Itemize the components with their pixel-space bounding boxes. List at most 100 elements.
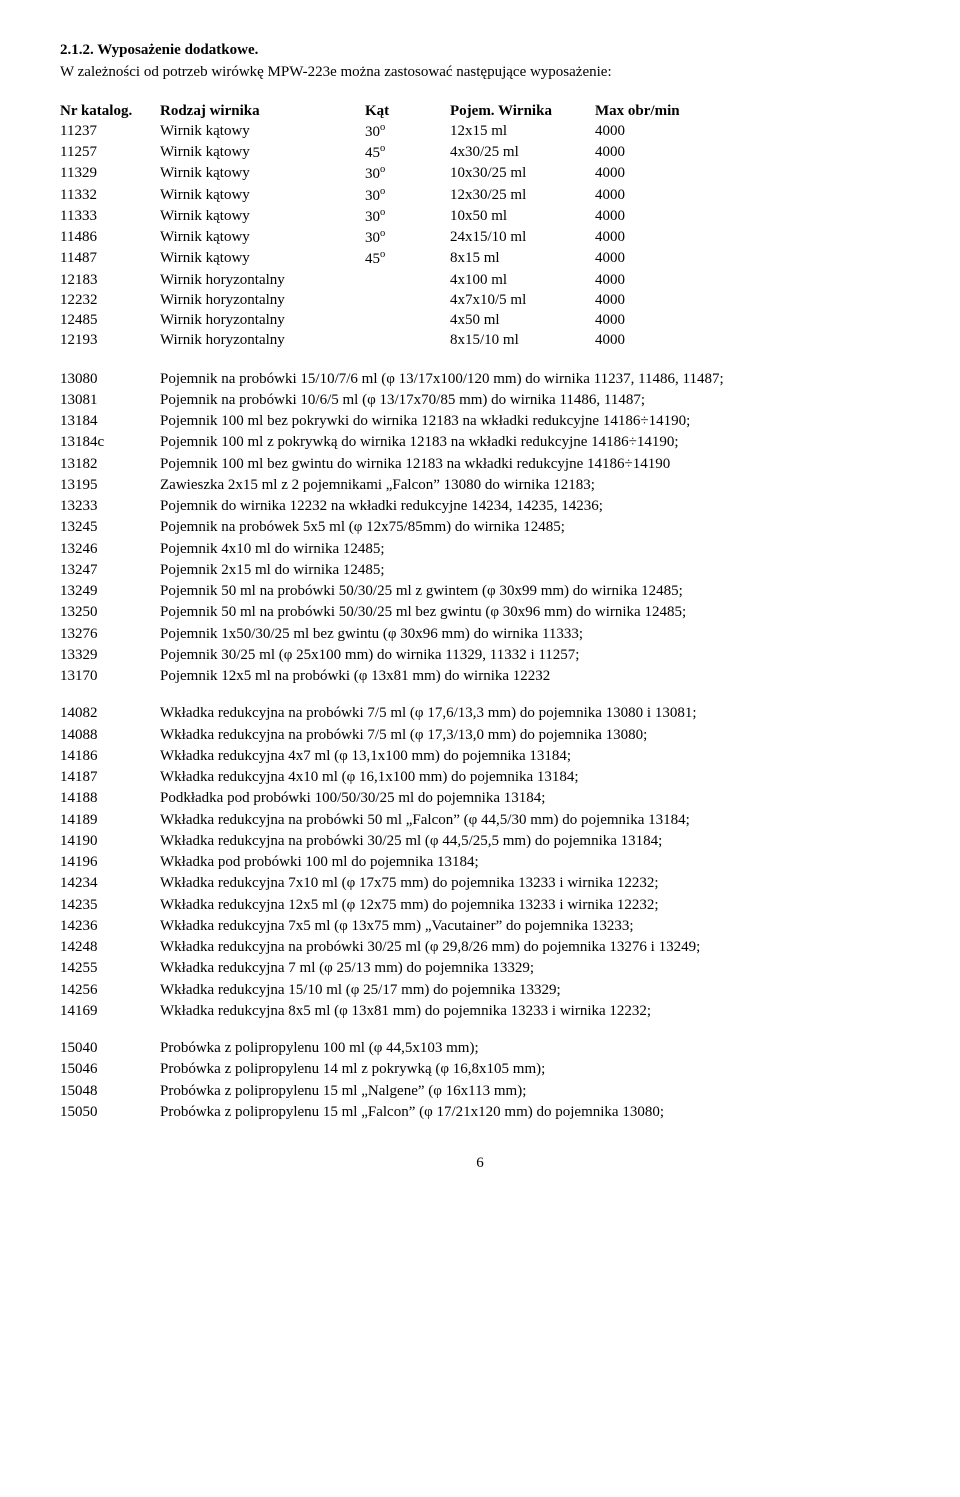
accessory-row: 13170Pojemnik 12x5 ml na probówki (φ 13x… bbox=[60, 666, 900, 687]
hdr-kat: Kąt bbox=[365, 101, 450, 121]
cell-rodzaj: Wirnik kątowy bbox=[160, 185, 365, 206]
cell-nr: 12193 bbox=[60, 330, 160, 350]
cell-max: 4000 bbox=[595, 330, 705, 350]
cell-max: 4000 bbox=[595, 163, 705, 184]
accessory-row: 14190Wkładka redukcyjna na probówki 30/2… bbox=[60, 831, 900, 852]
accessory-row: 13081Pojemnik na probówki 10/6/5 ml (φ 1… bbox=[60, 390, 900, 411]
hdr-rodzaj: Rodzaj wirnika bbox=[160, 101, 365, 121]
accessory-desc: Wkładka redukcyjna 7x10 ml (φ 17x75 mm) … bbox=[160, 873, 900, 894]
accessory-nr: 13245 bbox=[60, 517, 160, 538]
accessory-nr: 14256 bbox=[60, 980, 160, 1001]
cell-kat: 30o bbox=[365, 227, 450, 248]
accessory-desc: Pojemnik na probówki 15/10/7/6 ml (φ 13/… bbox=[160, 369, 900, 390]
accessory-nr: 13081 bbox=[60, 390, 160, 411]
accessory-desc: Pojemnik 2x15 ml do wirnika 12485; bbox=[160, 560, 900, 581]
accessory-nr: 15050 bbox=[60, 1102, 160, 1123]
cell-pojem: 8x15 ml bbox=[450, 248, 595, 269]
cell-kat bbox=[365, 290, 450, 310]
accessory-row: 13233Pojemnik do wirnika 12232 na wkładk… bbox=[60, 496, 900, 517]
accessory-desc: Podkładka pod probówki 100/50/30/25 ml d… bbox=[160, 788, 900, 809]
cell-rodzaj: Wirnik kątowy bbox=[160, 206, 365, 227]
accessory-nr: 13182 bbox=[60, 454, 160, 475]
accessory-nr: 13247 bbox=[60, 560, 160, 581]
accessory-desc: Probówka z polipropylenu 14 ml z pokrywk… bbox=[160, 1059, 900, 1080]
rotor-table-row: 11487Wirnik kątowy45o8x15 ml4000 bbox=[60, 248, 705, 269]
accessory-nr: 14234 bbox=[60, 873, 160, 894]
accessory-row: 13276Pojemnik 1x50/30/25 ml bez gwintu (… bbox=[60, 624, 900, 645]
accessory-row: 14169Wkładka redukcyjna 8x5 ml (φ 13x81 … bbox=[60, 1001, 900, 1022]
accessory-row: 14187Wkładka redukcyjna 4x10 ml (φ 16,1x… bbox=[60, 767, 900, 788]
cell-max: 4000 bbox=[595, 206, 705, 227]
rotor-table: Nr katalog.Rodzaj wirnikaKątPojem. Wirni… bbox=[60, 101, 705, 351]
accessory-desc: Probówka z polipropylenu 15 ml „Falcon” … bbox=[160, 1102, 900, 1123]
accessory-row: 14189Wkładka redukcyjna na probówki 50 m… bbox=[60, 810, 900, 831]
cell-kat: 45o bbox=[365, 248, 450, 269]
cell-rodzaj: Wirnik horyzontalny bbox=[160, 270, 365, 290]
accessory-desc: Pojemnik 4x10 ml do wirnika 12485; bbox=[160, 539, 900, 560]
accessories-group-1: 13080Pojemnik na probówki 15/10/7/6 ml (… bbox=[60, 369, 900, 688]
cell-rodzaj: Wirnik kątowy bbox=[160, 142, 365, 163]
accessory-nr: 14088 bbox=[60, 725, 160, 746]
accessory-desc: Wkładka redukcyjna 8x5 ml (φ 13x81 mm) d… bbox=[160, 1001, 900, 1022]
cell-pojem: 12x30/25 ml bbox=[450, 185, 595, 206]
cell-max: 4000 bbox=[595, 310, 705, 330]
accessory-nr: 15040 bbox=[60, 1038, 160, 1059]
cell-rodzaj: Wirnik horyzontalny bbox=[160, 290, 365, 310]
section-heading: 2.1.2. Wyposażenie dodatkowe. bbox=[60, 40, 900, 60]
cell-pojem: 4x100 ml bbox=[450, 270, 595, 290]
accessory-row: 14188Podkładka pod probówki 100/50/30/25… bbox=[60, 788, 900, 809]
accessory-row: 14235Wkładka redukcyjna 12x5 ml (φ 12x75… bbox=[60, 895, 900, 916]
cell-kat: 30o bbox=[365, 121, 450, 142]
rotor-table-row: 12183Wirnik horyzontalny4x100 ml4000 bbox=[60, 270, 705, 290]
accessory-nr: 13184c bbox=[60, 432, 160, 453]
accessories-group-3: 15040Probówka z polipropylenu 100 ml (φ … bbox=[60, 1038, 900, 1123]
accessory-row: 14186Wkładka redukcyjna 4x7 ml (φ 13,1x1… bbox=[60, 746, 900, 767]
cell-kat: 30o bbox=[365, 163, 450, 184]
accessory-desc: Wkładka redukcyjna 15/10 ml (φ 25/17 mm)… bbox=[160, 980, 900, 1001]
accessory-desc: Probówka z polipropylenu 100 ml (φ 44,5x… bbox=[160, 1038, 900, 1059]
accessory-row: 13080Pojemnik na probówki 15/10/7/6 ml (… bbox=[60, 369, 900, 390]
hdr-nr: Nr katalog. bbox=[60, 101, 160, 121]
accessory-row: 13184cPojemnik 100 ml z pokrywką do wirn… bbox=[60, 432, 900, 453]
accessory-row: 14196Wkładka pod probówki 100 ml do poje… bbox=[60, 852, 900, 873]
page-number: 6 bbox=[60, 1153, 900, 1173]
accessory-row: 15050Probówka z polipropylenu 15 ml „Fal… bbox=[60, 1102, 900, 1123]
accessory-desc: Pojemnik 100 ml z pokrywką do wirnika 12… bbox=[160, 432, 900, 453]
accessory-desc: Pojemnik do wirnika 12232 na wkładki red… bbox=[160, 496, 900, 517]
cell-pojem: 10x30/25 ml bbox=[450, 163, 595, 184]
accessory-nr: 14255 bbox=[60, 958, 160, 979]
cell-nr: 11333 bbox=[60, 206, 160, 227]
accessory-desc: Wkładka redukcyjna na probówki 50 ml „Fa… bbox=[160, 810, 900, 831]
cell-nr: 11329 bbox=[60, 163, 160, 184]
accessory-nr: 13249 bbox=[60, 581, 160, 602]
accessory-nr: 14188 bbox=[60, 788, 160, 809]
intro-text: W zależności od potrzeb wirówkę MPW-223e… bbox=[60, 62, 900, 82]
accessory-nr: 15048 bbox=[60, 1081, 160, 1102]
cell-nr: 11237 bbox=[60, 121, 160, 142]
rotor-table-header: Nr katalog.Rodzaj wirnikaKątPojem. Wirni… bbox=[60, 101, 705, 121]
accessory-row: 14248Wkładka redukcyjna na probówki 30/2… bbox=[60, 937, 900, 958]
accessory-row: 13184Pojemnik 100 ml bez pokrywki do wir… bbox=[60, 411, 900, 432]
accessory-desc: Pojemnik 12x5 ml na probówki (φ 13x81 mm… bbox=[160, 666, 900, 687]
accessory-desc: Probówka z polipropylenu 15 ml „Nalgene”… bbox=[160, 1081, 900, 1102]
cell-pojem: 10x50 ml bbox=[450, 206, 595, 227]
hdr-pojem: Pojem. Wirnika bbox=[450, 101, 595, 121]
cell-rodzaj: Wirnik kątowy bbox=[160, 248, 365, 269]
rotor-table-row: 11333Wirnik kątowy30o10x50 ml4000 bbox=[60, 206, 705, 227]
accessory-nr: 13170 bbox=[60, 666, 160, 687]
rotor-table-row: 11329Wirnik kątowy30o10x30/25 ml4000 bbox=[60, 163, 705, 184]
accessory-nr: 14196 bbox=[60, 852, 160, 873]
accessory-nr: 13233 bbox=[60, 496, 160, 517]
accessory-nr: 14082 bbox=[60, 703, 160, 724]
accessory-row: 13249Pojemnik 50 ml na probówki 50/30/25… bbox=[60, 581, 900, 602]
accessory-row: 15048Probówka z polipropylenu 15 ml „Nal… bbox=[60, 1081, 900, 1102]
accessory-desc: Wkładka redukcyjna na probówki 30/25 ml … bbox=[160, 937, 900, 958]
accessory-row: 13182Pojemnik 100 ml bez gwintu do wirni… bbox=[60, 454, 900, 475]
cell-nr: 11487 bbox=[60, 248, 160, 269]
rotor-table-row: 11237Wirnik kątowy30o12x15 ml4000 bbox=[60, 121, 705, 142]
cell-nr: 11257 bbox=[60, 142, 160, 163]
cell-kat: 30o bbox=[365, 206, 450, 227]
accessory-nr: 14236 bbox=[60, 916, 160, 937]
accessory-row: 14082Wkładka redukcyjna na probówki 7/5 … bbox=[60, 703, 900, 724]
cell-max: 4000 bbox=[595, 248, 705, 269]
